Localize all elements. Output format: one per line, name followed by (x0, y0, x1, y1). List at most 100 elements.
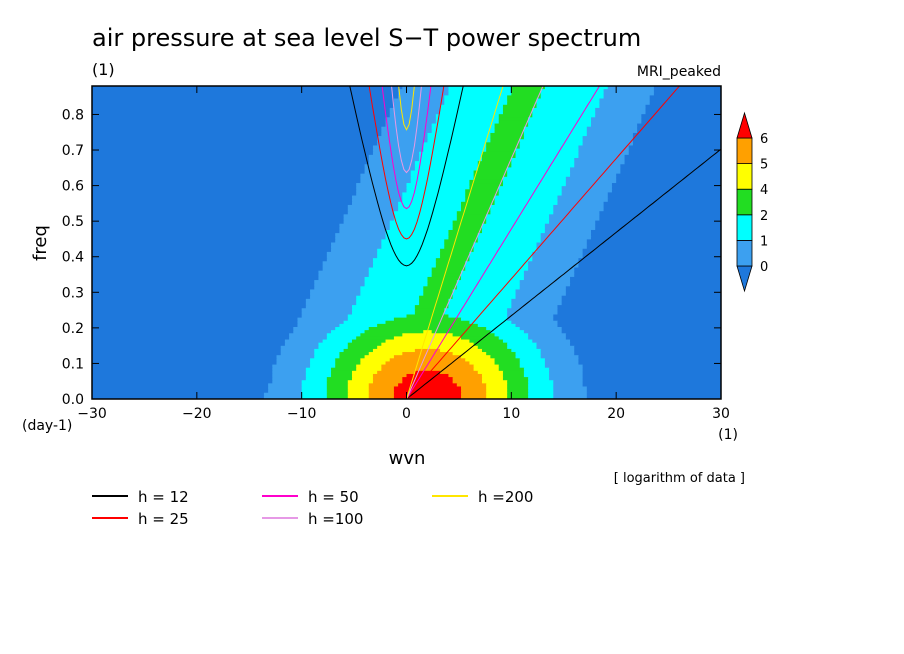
y-tick-label: 0.5 (62, 214, 84, 230)
heatmap-cell (574, 348, 721, 353)
heatmap-cell (461, 270, 525, 275)
heatmap-cell (507, 311, 559, 316)
heatmap-cell (540, 239, 588, 244)
heatmap-cell (490, 355, 517, 359)
heatmap-cell (511, 305, 559, 309)
heatmap-cell (305, 301, 357, 306)
heatmap-cell (385, 117, 437, 122)
heatmap-cell (364, 283, 429, 287)
heatmap-cell (318, 345, 349, 350)
heatmap-cell (368, 273, 433, 278)
heatmap-cell (586, 395, 721, 399)
heatmap-cell (92, 317, 299, 322)
heatmap-cell (268, 389, 303, 394)
heatmap-cell (318, 276, 366, 281)
heatmap-cell (540, 92, 605, 96)
heatmap-cell (372, 264, 437, 269)
heatmap-cell (92, 129, 382, 134)
heatmap-cell (347, 345, 378, 350)
heatmap-cell (498, 364, 521, 369)
heatmap-cell (465, 195, 496, 200)
y-tick-label: 0.3 (62, 285, 84, 301)
heatmap-cell (553, 389, 588, 394)
heatmap-cell (368, 157, 420, 162)
heatmap-cell (490, 139, 521, 143)
heatmap-cell (452, 226, 483, 231)
heatmap-cell (557, 305, 721, 309)
legend-label: h =100 (308, 510, 363, 528)
heatmap-cell (481, 151, 517, 156)
heatmap-cell (92, 386, 269, 391)
heatmap-cell (570, 339, 721, 344)
heatmap-cell (561, 295, 721, 300)
colorbar-box (736, 214, 753, 241)
x-tick-label: 10 (502, 406, 520, 422)
heatmap-cell (272, 380, 303, 384)
heatmap-cell (331, 245, 382, 250)
heatmap-cell (331, 373, 353, 378)
heatmap-cell (481, 226, 546, 231)
heatmap-cell (507, 342, 538, 347)
heatmap-cell (351, 373, 374, 378)
heatmap-cell (591, 233, 721, 237)
heatmap-cell (645, 107, 721, 112)
heatmap-cell (532, 114, 596, 118)
heatmap-cell (523, 270, 575, 275)
heatmap-cell (402, 86, 450, 90)
heatmap-cell (532, 258, 580, 262)
heatmap-cell (469, 258, 533, 262)
heatmap-cell (289, 333, 328, 337)
heatmap-cell (402, 333, 454, 337)
heatmap-cell (92, 333, 290, 337)
heatmap-cell (515, 148, 580, 153)
heatmap-cell (515, 151, 580, 156)
heatmap-cell (582, 136, 634, 140)
heatmap-cell (92, 148, 374, 153)
heatmap-cell (377, 142, 424, 147)
heatmap-cell (92, 245, 332, 250)
heatmap-cell (301, 395, 328, 399)
heatmap-cell (553, 383, 584, 388)
heatmap-cell (368, 383, 399, 388)
heatmap-cell (393, 217, 458, 222)
heatmap-cell (377, 370, 416, 375)
heatmap-cell (322, 261, 374, 266)
heatmap-cell (389, 220, 454, 225)
heatmap-cell (92, 136, 378, 140)
heatmap-cell (578, 264, 721, 269)
heatmap-cell (92, 183, 357, 187)
heatmap-cell (410, 179, 470, 184)
heatmap-cell (356, 298, 420, 303)
heatmap-cell (511, 89, 542, 93)
heatmap-cell (628, 145, 721, 150)
y-tick-label: 0.8 (62, 107, 84, 123)
heatmap-cell (481, 377, 504, 381)
heatmap-cell (92, 223, 341, 228)
heatmap-cell (423, 142, 487, 147)
heatmap-cell (92, 251, 328, 256)
heatmap-cell (293, 327, 336, 331)
heatmap-cell (507, 98, 538, 103)
heatmap-cell (586, 245, 721, 250)
heatmap-cell (461, 355, 491, 359)
legend-label: h =200 (478, 488, 533, 506)
heatmap-cell (347, 395, 370, 399)
heatmap-cell (582, 251, 721, 256)
heatmap-cell (356, 189, 408, 194)
heatmap-cell (431, 267, 466, 272)
heatmap-cell (393, 214, 458, 219)
heatmap-cell (595, 114, 642, 118)
heatmap-cell (498, 336, 529, 341)
heatmap-cell (92, 311, 303, 316)
heatmap-cell (540, 355, 580, 359)
heatmap-cell (326, 333, 361, 337)
heatmap-cell (92, 380, 273, 384)
heatmap-cell (481, 348, 512, 353)
heatmap-cell (561, 186, 613, 190)
heatmap-cell (523, 373, 550, 378)
heatmap-cell (557, 198, 609, 203)
heatmap-cell (372, 380, 403, 384)
heatmap-cell (92, 189, 357, 194)
heatmap-cell (92, 255, 328, 259)
heatmap-cell (565, 183, 613, 187)
